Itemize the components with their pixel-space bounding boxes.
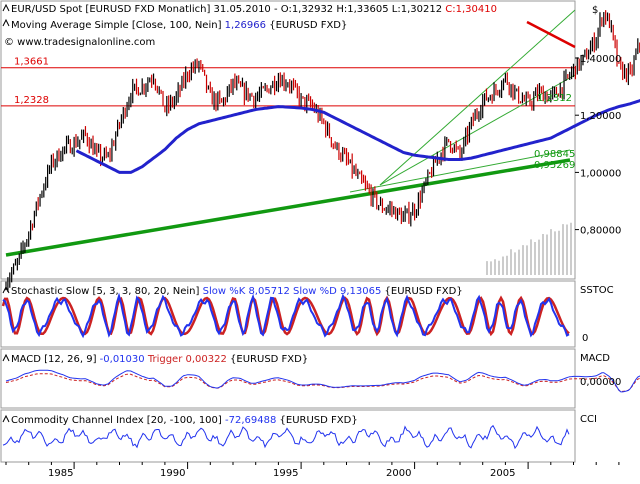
macd-axis-label: MACD xyxy=(580,353,610,364)
level-label-upper: 1,3661 xyxy=(14,57,49,68)
volume-bars xyxy=(486,222,572,275)
macd-label: MACD [12, 26, 9] xyxy=(11,354,97,365)
svg-text:MACD [12, 26, 9] -0,01030 Trig: MACD [12, 26, 9] -0,01030 Trigger 0,0032… xyxy=(11,354,308,365)
moving-average xyxy=(75,98,640,174)
collapse-icon[interactable] xyxy=(2,3,10,12)
cci-value: -72,69488 xyxy=(225,415,276,426)
y-tick-label: 1,20000 xyxy=(580,111,621,122)
ma-label: Moving Average Simple [Close, 100, Nein] xyxy=(11,20,222,31)
support-trendline xyxy=(349,149,571,193)
macd-value: -0,01030 xyxy=(100,354,145,365)
trend-label-lower: 0,95269 xyxy=(534,160,575,171)
x-tick-label: 2000 xyxy=(386,468,411,479)
cci-line xyxy=(2,424,570,450)
svg-text:Moving Average Simple [Close,: Moving Average Simple [Close, 100, Nein]… xyxy=(11,20,347,31)
ma-value: 1,26966 xyxy=(225,20,266,31)
x-tick-label: 1995 xyxy=(273,468,298,479)
y-tick-label: 0,80000 xyxy=(580,226,621,237)
cci-axis-label: CCI xyxy=(580,414,597,425)
y-tick-label: 1,40000 xyxy=(580,54,621,65)
cci-panel-frame xyxy=(0,409,576,463)
stoch-k-value: Slow %K 8,05712 xyxy=(203,286,290,297)
x-tick-label: 2005 xyxy=(490,468,515,479)
ma-suffix: {EURUSD FXD} xyxy=(269,20,347,31)
stoch-label: Stochastic Slow [5, 3, 3, 80, 20, Nein] xyxy=(11,286,200,297)
axis-ticks xyxy=(5,57,620,469)
stoch-panel-frame xyxy=(0,280,576,348)
stoch-zero-label: 0 xyxy=(582,333,588,344)
cci-label: Commodity Channel Index [20, -100, 100] xyxy=(11,415,222,426)
main-panel-frame xyxy=(0,0,576,280)
stoch-k-line xyxy=(2,292,570,339)
copyright-text: © www.tradesignalonline.com xyxy=(4,37,155,48)
cci-suffix: {EURUSD FXD} xyxy=(280,415,358,426)
trend-label-middle: 0,98845 xyxy=(534,149,575,160)
indicator-wave-icon xyxy=(2,285,10,294)
main-header-line1: EUR/USD Spot [EURUSD FXD Monatlich] 31.0… xyxy=(2,3,497,15)
level-label-lower: 1,2328 xyxy=(14,95,49,106)
main-header-line2: Moving Average Simple [Close, 100, Nein]… xyxy=(2,18,347,31)
macd-lines xyxy=(5,369,640,393)
currency-label: $ xyxy=(592,5,598,16)
cci-line xyxy=(2,424,570,450)
indicator-wave-icon xyxy=(2,353,10,362)
stoch-d-value: Slow %D 9,13065 xyxy=(293,286,381,297)
macd-panel-frame xyxy=(0,348,576,409)
macd-suffix: {EURUSD FXD} xyxy=(230,354,308,365)
trend-label-upper: 1,2312 xyxy=(537,93,572,104)
stoch-axis-label: SSTOC xyxy=(580,285,614,296)
long-term-support-trendline xyxy=(5,158,571,257)
indicator-wave-icon xyxy=(2,18,10,27)
svg-text:Commodity Channel Index [20, -: Commodity Channel Index [20, -100, 100] … xyxy=(11,415,358,426)
moving-average-line xyxy=(75,98,640,174)
main-header-text: EUR/USD Spot [EURUSD FXD Monatlich] 31.0… xyxy=(11,4,442,15)
x-tick-label: 1985 xyxy=(48,468,73,479)
svg-text:Stochastic Slow [5, 3, 3, 80,: Stochastic Slow [5, 3, 3, 80, 20, Nein] … xyxy=(11,286,463,297)
svg-text:EUR/USD Spot [EURUSD FXD Mona: EUR/USD Spot [EURUSD FXD Monatlich] 31.0… xyxy=(11,4,497,15)
y-tick-label: 1,00000 xyxy=(580,168,621,179)
stochastic-lines xyxy=(1,292,570,339)
macd-trigger: Trigger 0,00322 xyxy=(147,354,227,365)
macd-line xyxy=(5,369,640,393)
x-tick-label: 1990 xyxy=(160,468,185,479)
support-trendline xyxy=(379,74,576,186)
stoch-d-line xyxy=(1,295,570,337)
macd-zero-label: 0,00000 xyxy=(580,377,621,388)
main-header-close: C:1,30410 xyxy=(445,4,497,15)
resistance-trendline xyxy=(526,20,576,49)
stoch-suffix: {EURUSD FXD} xyxy=(385,286,463,297)
indicator-wave-icon xyxy=(2,414,10,423)
price-bars xyxy=(5,10,640,293)
